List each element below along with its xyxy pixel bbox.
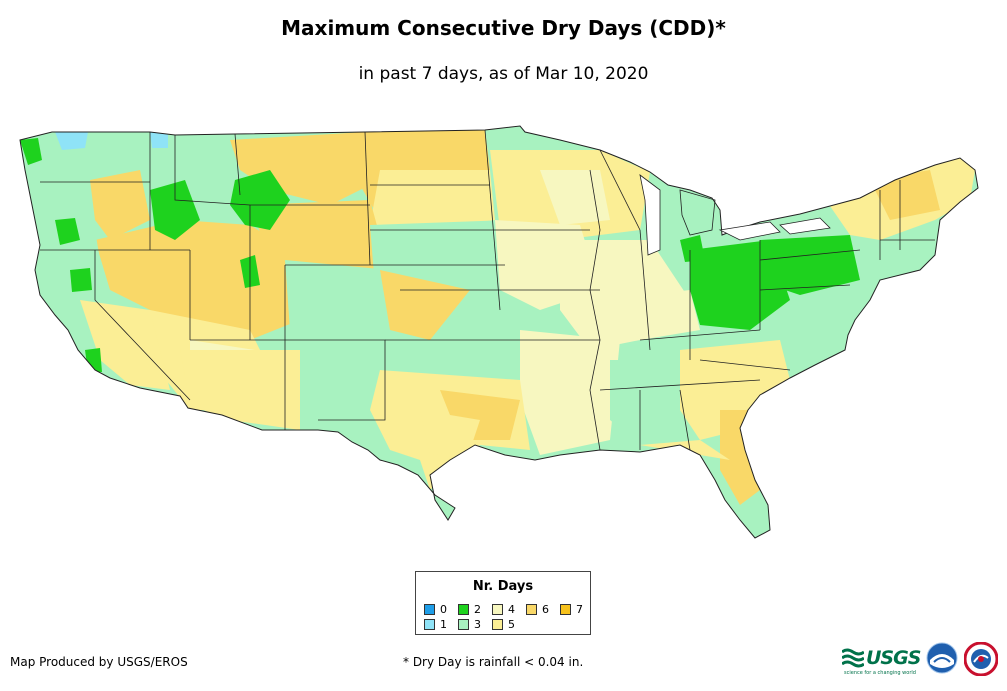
legend-label: 2: [474, 603, 481, 616]
legend-item-1: 1: [424, 618, 447, 631]
legend-item-4: 4: [492, 603, 515, 616]
agency-logos: USGS science for a changing world: [842, 640, 1002, 680]
legend-label: 0: [440, 603, 447, 616]
legend-swatch: [492, 604, 503, 615]
noaa-logo-icon: [926, 642, 958, 674]
legend-item-7: 7: [560, 603, 583, 616]
legend-swatch: [492, 619, 503, 630]
legend-item-3: 3: [458, 618, 481, 631]
map-title: Maximum Consecutive Dry Days (CDD)*: [281, 16, 726, 40]
dry-day-note: * Dry Day is rainfall < 0.04 in.: [403, 655, 584, 669]
legend-label: 5: [508, 618, 515, 631]
usgs-wordmark: USGS: [866, 647, 921, 669]
legend-swatch: [526, 604, 537, 615]
state-boundaries: [19, 125, 979, 539]
usgs-tagline: science for a changing world: [844, 670, 916, 676]
legend-label: 3: [474, 618, 481, 631]
us-dry-days-map: [19, 125, 979, 539]
legend: Nr. Days 0 1 2 3 4 5 6 7: [415, 571, 591, 635]
usgs-logo: USGS: [842, 645, 921, 671]
legend-swatch: [458, 604, 469, 615]
legend-swatch: [458, 619, 469, 630]
legend-swatch: [424, 619, 435, 630]
map-subtitle: in past 7 days, as of Mar 10, 2020: [358, 64, 649, 84]
legend-label: 4: [508, 603, 515, 616]
cdd-color-field: [20, 126, 978, 538]
nws-logo-icon: [964, 642, 998, 676]
credit-text: Map Produced by USGS/EROS: [10, 655, 188, 669]
legend-item-0: 0: [424, 603, 447, 616]
legend-item-6: 6: [526, 603, 549, 616]
legend-swatch: [424, 604, 435, 615]
usgs-wave-icon: [842, 648, 864, 668]
legend-item-2: 2: [458, 603, 481, 616]
legend-swatch: [560, 604, 571, 615]
legend-label: 6: [542, 603, 549, 616]
legend-label: 7: [576, 603, 583, 616]
legend-item-5: 5: [492, 618, 515, 631]
legend-label: 1: [440, 618, 447, 631]
legend-title: Nr. Days: [472, 579, 534, 594]
